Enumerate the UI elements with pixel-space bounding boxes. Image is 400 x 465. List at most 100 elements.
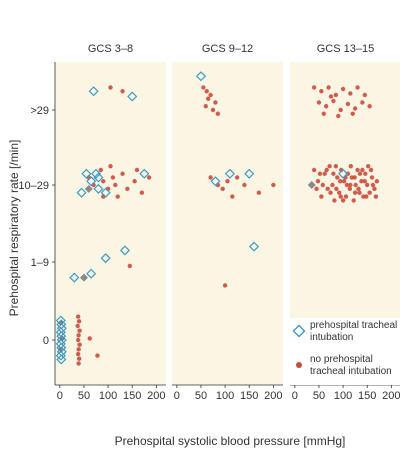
x-tick-label: 0 <box>174 390 180 402</box>
data-point <box>127 91 138 102</box>
data-point <box>100 253 111 264</box>
data-point <box>325 186 330 192</box>
data-point <box>333 92 339 98</box>
panel-strips: GCS 3–8 GCS 9–12 GCS 13–15 <box>88 43 374 55</box>
data-point <box>328 94 334 99</box>
legend: prehospital tracheal intubation no prehosp… <box>290 318 400 385</box>
data-point <box>203 104 208 109</box>
data-point <box>350 111 355 116</box>
data-point <box>230 194 235 199</box>
panels-layer <box>55 62 400 385</box>
data-point <box>314 186 319 192</box>
x-tick-label: 200 <box>264 390 282 402</box>
data-point <box>113 182 118 188</box>
data-point <box>244 168 255 179</box>
x-tick-label: 200 <box>147 390 165 402</box>
x-axis-title: Prehospital systolic blood pressure [mmH… <box>115 434 346 448</box>
data-point <box>359 179 364 184</box>
data-point <box>341 179 347 184</box>
legend-background <box>290 318 400 385</box>
data-point <box>139 190 145 195</box>
data-point <box>213 100 218 105</box>
legend-label: prehospital tracheal intubation <box>310 320 397 343</box>
data-point <box>352 190 358 195</box>
data-point <box>367 190 372 195</box>
legend-key <box>296 362 302 368</box>
x-tick-label: 150 <box>123 390 141 402</box>
data-point <box>139 168 150 179</box>
data-point <box>215 111 221 116</box>
data-point <box>84 184 93 193</box>
data-point <box>372 186 377 192</box>
data-point <box>348 164 354 169</box>
data-point <box>242 182 247 188</box>
data-point <box>356 186 361 192</box>
x-tick-label: 50 <box>195 390 207 402</box>
data-point <box>108 85 113 90</box>
data-point <box>76 347 81 352</box>
data-point <box>225 179 230 184</box>
data-point <box>271 182 276 188</box>
data-point <box>319 89 324 94</box>
data-point <box>360 167 365 173</box>
data-point <box>355 167 360 173</box>
data-point <box>364 194 369 199</box>
data-point <box>357 190 362 195</box>
data-point <box>320 182 326 188</box>
x-tick-label: 0 <box>292 390 298 402</box>
data-point <box>120 89 125 94</box>
data-point <box>353 182 358 188</box>
data-point <box>220 186 225 192</box>
panel-background <box>172 62 283 385</box>
panel-title: GCS 13–15 <box>317 43 374 55</box>
panel-title: GCS 3–8 <box>88 43 133 55</box>
data-point <box>88 86 99 97</box>
data-point <box>132 179 137 184</box>
x-tick-label: 50 <box>313 390 325 402</box>
points-layer <box>55 71 380 366</box>
x-tick-label: 100 <box>99 390 117 402</box>
data-point <box>311 167 317 173</box>
data-point <box>331 98 336 104</box>
data-point <box>115 194 120 199</box>
data-point <box>369 175 375 180</box>
x-tick-label: 150 <box>240 390 258 402</box>
data-point <box>317 171 323 176</box>
data-point <box>204 89 209 94</box>
data-point <box>362 179 368 184</box>
data-point <box>345 101 351 107</box>
data-point <box>331 171 336 176</box>
data-point <box>334 186 339 192</box>
data-point <box>315 179 321 184</box>
data-point <box>76 187 87 198</box>
data-point <box>368 167 374 173</box>
x-tick-label: 50 <box>78 390 90 402</box>
data-point <box>347 186 353 192</box>
data-point <box>125 186 130 192</box>
data-point <box>119 245 131 256</box>
data-point <box>307 181 316 189</box>
data-point <box>205 96 211 101</box>
data-point <box>328 190 333 195</box>
data-point <box>256 190 262 195</box>
data-point <box>365 164 371 169</box>
data-point <box>357 171 363 176</box>
data-point <box>373 194 379 199</box>
data-point <box>93 172 104 183</box>
data-point <box>311 85 317 90</box>
data-point <box>351 198 356 203</box>
x-tick-label: 150 <box>358 390 376 402</box>
data-point <box>367 104 372 109</box>
data-point <box>86 268 97 279</box>
data-point <box>90 168 102 179</box>
data-point <box>326 85 331 90</box>
y-tick-label: >29 <box>30 105 49 117</box>
data-point <box>76 333 81 338</box>
x-tick-label: 200 <box>382 390 400 402</box>
data-point <box>201 85 206 90</box>
data-point <box>330 182 335 188</box>
data-point <box>348 91 353 96</box>
data-point <box>370 182 376 188</box>
data-point <box>210 176 221 187</box>
x-tick-label: 0 <box>57 390 63 402</box>
